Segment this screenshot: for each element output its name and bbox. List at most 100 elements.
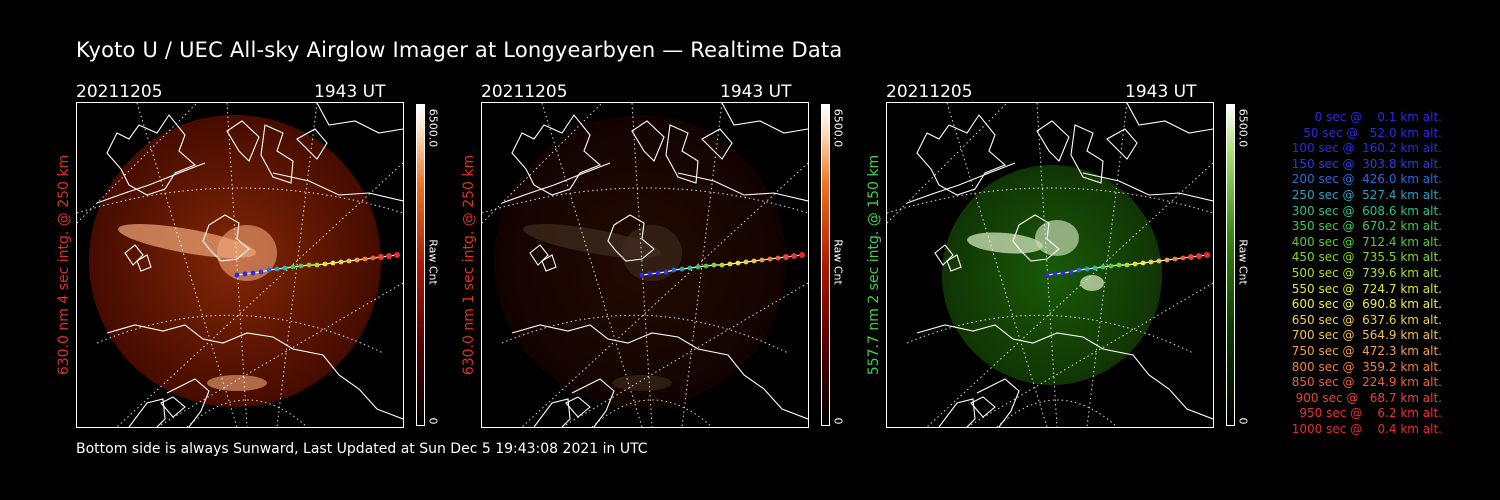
- trajectory-point: [1124, 262, 1130, 268]
- trajectory-point: [258, 269, 264, 275]
- legend-entry: 600 sec @ 690.8 km alt.: [1287, 297, 1442, 312]
- allsky-panel-3[interactable]: [886, 102, 1214, 428]
- legend-entry: 350 sec @ 670.2 km alt.: [1287, 219, 1442, 234]
- legend-entry: 850 sec @ 224.9 km alt.: [1287, 375, 1442, 390]
- trajectory-point: [346, 258, 352, 264]
- legend-entry: 750 sec @ 472.3 km alt.: [1287, 343, 1442, 358]
- panel-2-filter-label: 630.0 nm 1 sec intg. @ 250 km: [461, 154, 477, 376]
- trajectory-point: [1044, 272, 1050, 278]
- trajectory-point: [727, 261, 733, 267]
- panel-2-time: 1943 UT: [720, 82, 792, 102]
- trajectory-point: [234, 272, 240, 278]
- trajectory-point: [743, 259, 749, 265]
- trajectory-point: [791, 253, 797, 259]
- trajectory-point: [663, 269, 669, 275]
- legend-entry: 800 sec @ 359.2 km alt.: [1287, 359, 1442, 374]
- trajectory-point: [378, 254, 384, 260]
- trajectory-point: [1172, 256, 1178, 262]
- legend-entry: 1000 sec @ 0.4 km alt.: [1291, 421, 1442, 436]
- trajectory-point: [735, 260, 741, 266]
- trajectory-point: [354, 257, 360, 263]
- trajectory-point: [394, 252, 400, 258]
- trajectory-point: [250, 270, 256, 276]
- colorbar-3-unit: Raw Cnt: [1236, 239, 1250, 285]
- trajectory-point: [639, 272, 645, 278]
- trajectory-point: [1196, 253, 1202, 259]
- colorbar-2-max: 6500.0: [831, 108, 845, 148]
- trajectory-point: [1132, 261, 1138, 267]
- trajectory-point: [1068, 269, 1074, 275]
- trajectory-point: [266, 267, 272, 273]
- colorbar-3-max: 6500.0: [1236, 108, 1250, 148]
- page-title: Kyoto U / UEC All-sky Airglow Imager at …: [76, 38, 843, 62]
- trajectory-point: [799, 252, 805, 258]
- trajectory-point: [314, 262, 320, 268]
- legend-entry: 0 sec @ 0.1 km alt.: [1303, 110, 1442, 124]
- legend-entry: 300 sec @ 608.6 km alt.: [1287, 203, 1442, 218]
- trajectory-point: [687, 265, 693, 271]
- trajectory-point: [242, 271, 248, 277]
- trajectory-point: [655, 270, 661, 276]
- panel-3-time: 1943 UT: [1125, 82, 1197, 102]
- allsky-image-1: [77, 103, 403, 427]
- trajectory-point: [370, 255, 376, 261]
- trajectory-point: [282, 265, 288, 271]
- panel-3-date: 20211205: [886, 82, 973, 102]
- colorbar-2-unit: Raw Cnt: [831, 239, 845, 285]
- legend-entry: 100 sec @ 160.2 km alt.: [1287, 141, 1442, 156]
- trajectory-point: [1092, 265, 1098, 271]
- trajectory-point: [1084, 266, 1090, 272]
- allsky-image-2: [482, 103, 808, 427]
- legend-entry: 400 sec @ 712.4 km alt.: [1287, 234, 1442, 249]
- trajectory-point: [751, 258, 757, 264]
- trajectory-point: [1140, 260, 1146, 266]
- trajectory-point: [1180, 255, 1186, 261]
- trajectory-point: [767, 256, 773, 262]
- trajectory-point: [362, 256, 368, 262]
- panel-1-date: 20211205: [76, 82, 163, 102]
- legend-entry: 450 sec @ 735.5 km alt.: [1287, 250, 1442, 265]
- legend-entry: 200 sec @ 426.0 km alt.: [1287, 172, 1442, 187]
- trajectory-point: [695, 264, 701, 270]
- trajectory-point: [386, 253, 392, 259]
- allsky-panel-2[interactable]: [481, 102, 809, 428]
- legend-entry: 500 sec @ 739.6 km alt.: [1287, 265, 1442, 280]
- trajectory-point: [1204, 252, 1210, 258]
- trajectory-point: [679, 266, 685, 272]
- allsky-image-3: [887, 103, 1213, 427]
- trajectory-point: [759, 257, 765, 263]
- trajectory-point: [1116, 262, 1122, 268]
- trajectory-point: [298, 263, 304, 269]
- trajectory-point: [647, 271, 653, 277]
- colorbar-1: [416, 104, 425, 426]
- trajectory-point: [274, 266, 280, 272]
- trajectory-point: [711, 262, 717, 268]
- trajectory-point: [1188, 254, 1194, 260]
- colorbar-1-max: 6500.0: [426, 108, 440, 148]
- allsky-panel-1[interactable]: [76, 102, 404, 428]
- colorbar-2-min: 0: [831, 417, 845, 425]
- panel-2-date: 20211205: [481, 82, 568, 102]
- colorbar-1-min: 0: [426, 417, 440, 425]
- trajectory-point: [1060, 270, 1066, 276]
- footer-note: Bottom side is always Sunward, Last Upda…: [76, 441, 648, 457]
- panel-1-time: 1943 UT: [314, 82, 386, 102]
- trajectory-point: [1164, 257, 1170, 263]
- trajectory-point: [1076, 267, 1082, 273]
- trajectory-point: [719, 262, 725, 268]
- legend-entry: 900 sec @ 68.7 km alt.: [1291, 390, 1442, 405]
- colorbar-2: [821, 104, 830, 426]
- legend-entry: 950 sec @ 6.2 km alt.: [1295, 406, 1442, 421]
- trajectory-point: [1156, 258, 1162, 264]
- airglow-disk: [89, 115, 381, 407]
- airglow-disk: [494, 115, 786, 407]
- trajectory-point: [1148, 259, 1154, 265]
- trajectory-point: [1108, 263, 1114, 269]
- colorbar-1-unit: Raw Cnt: [426, 239, 440, 285]
- legend-entry: 150 sec @ 303.8 km alt.: [1287, 156, 1442, 171]
- trajectory-point: [1052, 271, 1058, 277]
- legend-entry: 700 sec @ 564.9 km alt.: [1287, 328, 1442, 343]
- trajectory-point: [338, 259, 344, 265]
- trajectory-point: [290, 264, 296, 270]
- trajectory-point: [703, 263, 709, 269]
